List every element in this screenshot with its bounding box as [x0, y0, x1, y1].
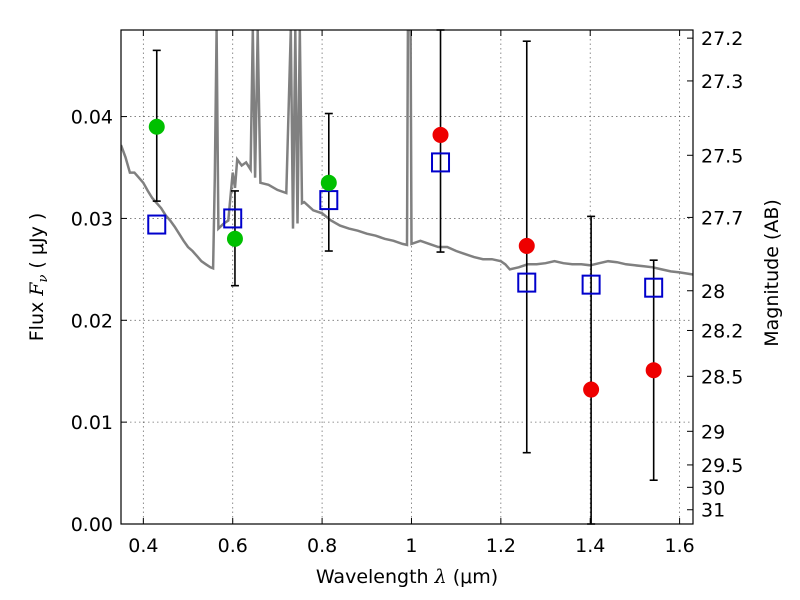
y-tick-label: 0.02 — [71, 310, 113, 332]
y2-tick-label: 27.5 — [701, 145, 743, 167]
model-square — [581, 274, 601, 295]
x-tick-label: 1 — [405, 535, 417, 557]
model-square — [223, 208, 243, 229]
y2-tick-label: 31 — [701, 500, 725, 522]
y-tick-label: 0.04 — [71, 107, 113, 129]
green-point — [320, 174, 337, 191]
y2-tick-label: 30 — [701, 477, 725, 499]
y2-axis-label: Magnitude (AB) — [761, 199, 783, 347]
lambda-symbol: λ — [434, 566, 453, 588]
model-square — [319, 190, 339, 211]
y-axis-label-text: Flux — [26, 302, 48, 342]
model-square — [431, 152, 451, 173]
data-points — [147, 118, 664, 398]
red-point — [432, 126, 449, 143]
y-tick-label: 0.01 — [71, 412, 113, 434]
f-nu-symbol: F — [26, 282, 48, 297]
x-tick-label: 0.8 — [307, 535, 337, 557]
x-tick-label: 1.4 — [575, 535, 605, 557]
y-tick-label: 0.00 — [71, 514, 113, 536]
y-axis-unit: ( μJy ) — [26, 213, 48, 269]
y2-tick-label: 28.2 — [701, 320, 743, 342]
green-point — [226, 230, 243, 247]
y2-tick-label: 28 — [701, 281, 725, 303]
plot-frame — [120, 29, 694, 525]
y-axis-label: Flux Fν ( μJy ) — [26, 213, 52, 342]
y2-tick-label: 28.5 — [701, 366, 743, 388]
red-point — [645, 362, 662, 379]
y2-tick-label: 29 — [701, 421, 725, 443]
y2-tick-label: 27.3 — [701, 71, 743, 93]
model-square — [517, 272, 537, 293]
x-tick-label: 0.6 — [218, 535, 248, 557]
x-axis-label-text: Wavelength — [316, 566, 429, 588]
model-square — [644, 277, 664, 298]
x-axis-unit: (μm) — [453, 566, 498, 588]
model-square — [147, 214, 167, 235]
y2-tick-label: 27.7 — [701, 207, 743, 229]
y-tick-label: 0.03 — [71, 208, 113, 230]
y2-tick-label: 27.2 — [701, 28, 743, 50]
red-point — [583, 381, 600, 398]
y2-tick-label: 29.5 — [701, 455, 743, 477]
nu-subscript: ν — [36, 275, 51, 283]
axis-ticks: 0.4 0.6 0.8 1 1.2 1.4 1.6 0.00 0.01 0.02 0.03 0.04 2… — [71, 28, 744, 557]
sed-model-line — [121, 30, 693, 276]
green-point — [148, 118, 165, 135]
x-tick-label: 1.6 — [664, 535, 694, 557]
sed-model-path — [121, 30, 693, 276]
x-axis-label: Wavelength λ (μm) — [316, 566, 498, 588]
x-tick-label: 0.4 — [128, 535, 158, 557]
x-tick-label: 1.2 — [486, 535, 516, 557]
red-point — [518, 237, 535, 254]
